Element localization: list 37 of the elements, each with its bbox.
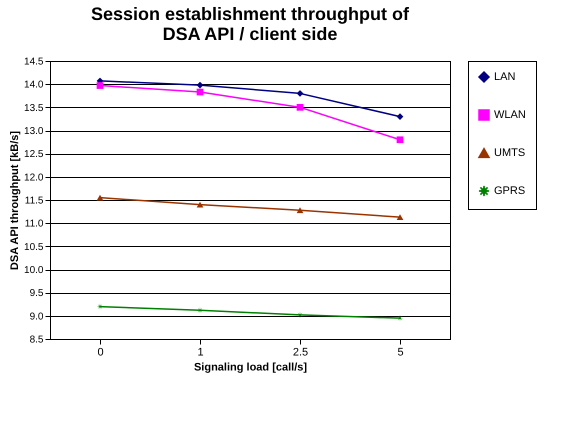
legend-label: LAN — [494, 71, 516, 83]
point — [396, 214, 404, 220]
x-tick-label: 1 — [197, 346, 204, 358]
y-tick-label: 8.5 — [30, 334, 44, 346]
x-tick-label: 0 — [97, 346, 104, 358]
point — [396, 113, 404, 120]
legend-label: GPRS — [494, 185, 526, 197]
point — [396, 136, 404, 144]
legend-label: UMTS — [494, 147, 526, 159]
y-tick-label: 9.0 — [30, 311, 44, 322]
y-tick-label: 11.5 — [24, 196, 44, 206]
point — [96, 82, 104, 89]
x-axis-title: Signaling load [call/s] — [194, 362, 308, 374]
point — [296, 104, 304, 111]
y-tick-label: 11.0 — [24, 218, 44, 230]
point — [196, 82, 204, 88]
y-tick-label: 13.0 — [24, 126, 44, 137]
point — [196, 202, 204, 208]
point — [196, 306, 204, 314]
point — [196, 88, 204, 96]
legend-label: WLAN — [494, 109, 526, 121]
y-tick-label: 9.5 — [30, 288, 44, 300]
point — [296, 90, 304, 97]
y-tick-label: 10.5 — [24, 242, 44, 253]
y-tick-label: 14.0 — [24, 80, 44, 91]
y-tick-label: 12.0 — [24, 172, 44, 184]
y-axis-title: DSA API throughput [kB/s] — [9, 130, 22, 270]
y-tick-label: 13.5 — [24, 102, 44, 114]
y-tick-label: 10.0 — [24, 265, 44, 276]
y-tick-label: 14.5 — [24, 56, 44, 68]
point — [296, 207, 304, 214]
point — [396, 314, 404, 322]
x-tick-label: 2.5 — [292, 346, 308, 358]
point — [96, 194, 104, 201]
x-tick-label: 5 — [397, 346, 404, 358]
chart-title: Session establishment throughput of DSA API / client side — [90, 4, 410, 44]
y-tick-label: 12.5 — [24, 149, 44, 160]
